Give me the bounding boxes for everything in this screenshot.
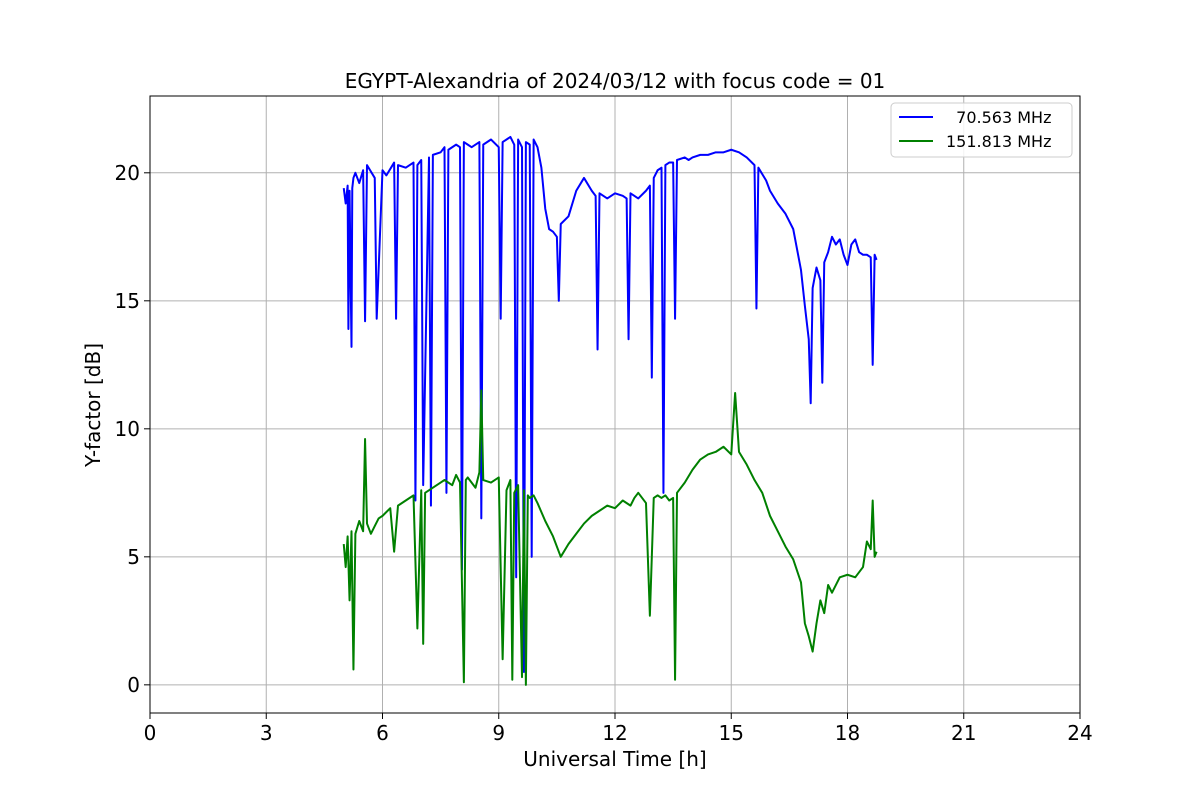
x-tick-label: 9 <box>492 721 505 745</box>
x-tick-label: 18 <box>835 721 860 745</box>
y-axis-label: Y-factor [dB] <box>81 343 105 468</box>
y-axis: 0 5 10 15 20 <box>115 161 150 697</box>
x-tick-label: 21 <box>951 721 976 745</box>
y-tick-label: 20 <box>115 161 140 185</box>
y-tick-label: 5 <box>127 545 140 569</box>
series-line-70mhz <box>342 135 878 674</box>
legend-label-151mhz: 151.813 MHz <box>946 132 1051 151</box>
grid <box>149 96 1081 713</box>
series-line-151mhz <box>342 389 878 686</box>
legend-label-70mhz: 70.563 MHz <box>946 108 1051 127</box>
y-tick-label: 15 <box>115 289 140 313</box>
y-tick-label: 0 <box>127 673 140 697</box>
y-tick-label: 10 <box>115 417 140 441</box>
x-tick-label: 15 <box>719 721 744 745</box>
x-tick-label: 12 <box>602 721 627 745</box>
x-axis-label: Universal Time [h] <box>523 747 706 771</box>
x-tick-label: 24 <box>1067 721 1092 745</box>
x-tick-label: 3 <box>260 721 273 745</box>
chart-title: EGYPT-Alexandria of 2024/03/12 with focu… <box>345 69 886 93</box>
series-layer <box>342 135 878 686</box>
legend: 70.563 MHz 151.813 MHz <box>890 102 1073 158</box>
x-tick-label: 6 <box>376 721 389 745</box>
legend-box <box>890 102 1073 158</box>
x-tick-label: 0 <box>144 721 157 745</box>
x-axis: 0 3 6 9 12 15 18 21 24 <box>144 713 1093 745</box>
